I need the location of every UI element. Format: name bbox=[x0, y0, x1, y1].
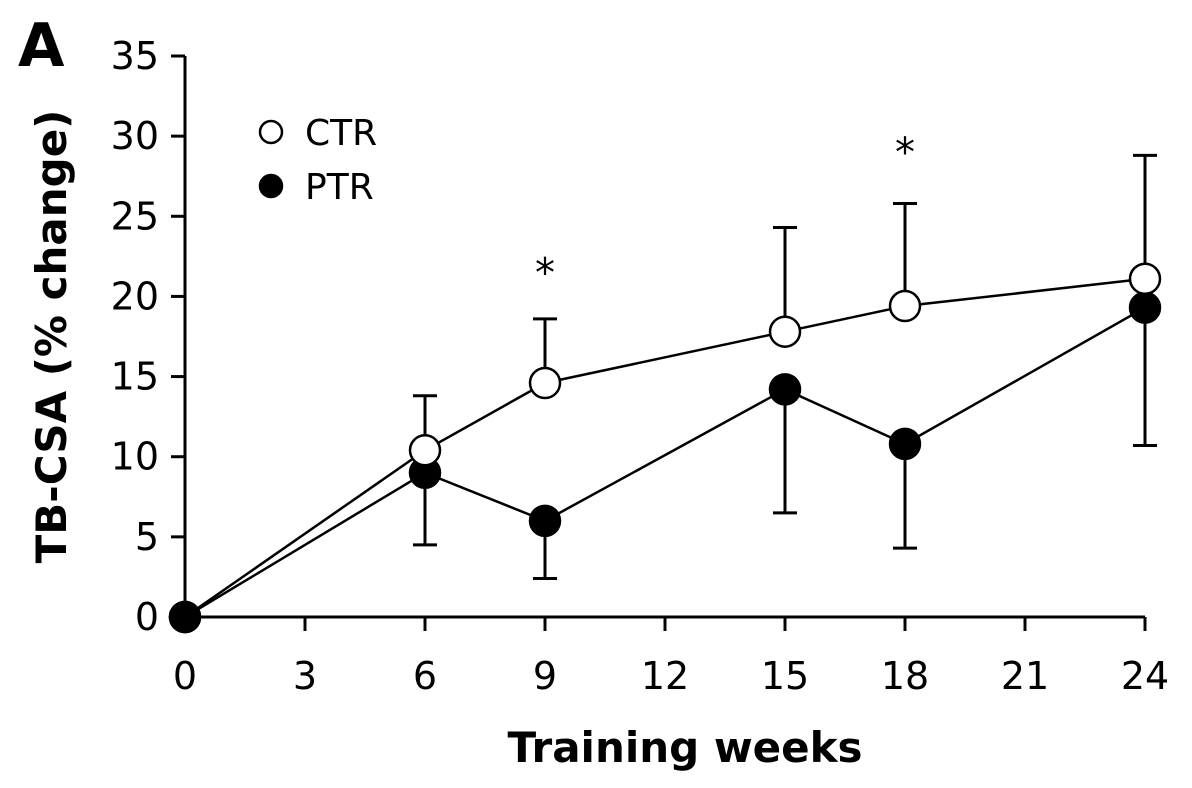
y-axis-ticks: 0 5 10 15 20 25 30 35 bbox=[111, 34, 185, 639]
significance-annotations: ** bbox=[535, 130, 915, 296]
legend-marker-ctr bbox=[258, 119, 284, 145]
data-point-ctr bbox=[408, 434, 442, 467]
x-tick-label: 21 bbox=[1001, 654, 1049, 698]
data-point-ptr bbox=[768, 373, 802, 406]
y-tick-label: 10 bbox=[111, 435, 159, 479]
error-bars bbox=[413, 153, 1157, 581]
data-point-ctr bbox=[768, 315, 802, 348]
x-tick-label: 3 bbox=[293, 654, 317, 698]
x-axis-title: Training weeks bbox=[507, 723, 862, 772]
data-point-ctr bbox=[888, 289, 922, 323]
legend-label-ctr: CTR bbox=[305, 113, 377, 154]
data-point-ctr bbox=[528, 366, 562, 400]
legend-marker-ptr bbox=[258, 173, 284, 199]
series-lines bbox=[184, 277, 1146, 619]
x-tick-label: 9 bbox=[533, 654, 557, 698]
data-point-ctr bbox=[1128, 262, 1162, 296]
y-tick-label: 0 bbox=[135, 595, 159, 639]
y-tick-label: 20 bbox=[111, 274, 159, 318]
y-tick-label: 25 bbox=[111, 194, 159, 238]
y-tick-label: 5 bbox=[135, 515, 159, 559]
series-markers bbox=[168, 262, 1162, 634]
data-point-ptr bbox=[888, 427, 922, 461]
significance-asterisk: * bbox=[535, 250, 555, 296]
x-tick-label: 18 bbox=[881, 654, 929, 698]
series-line-ptr bbox=[184, 306, 1146, 619]
data-point-ptr bbox=[528, 504, 562, 538]
y-axis-title: TB-CSA (% change) bbox=[27, 110, 76, 564]
x-tick-label: 6 bbox=[413, 654, 437, 698]
panel-label: A bbox=[18, 11, 65, 81]
x-tick-label: 15 bbox=[761, 654, 809, 698]
x-axis-ticks: 0 3 6 9 12 15 18 21 24 bbox=[173, 617, 1169, 698]
y-tick-label: 15 bbox=[111, 355, 159, 399]
significance-asterisk: * bbox=[895, 130, 915, 176]
x-tick-label: 12 bbox=[641, 654, 689, 698]
y-tick-label: 30 bbox=[111, 114, 159, 158]
x-tick-label: 0 bbox=[173, 654, 197, 698]
series-line-ctr bbox=[184, 277, 1146, 619]
y-tick-label: 35 bbox=[111, 34, 159, 78]
x-tick-label: 24 bbox=[1121, 654, 1169, 698]
data-point-ptr bbox=[168, 600, 202, 634]
legend: CTR PTR bbox=[258, 113, 377, 208]
legend-label-ptr: PTR bbox=[305, 167, 374, 208]
data-point-ptr bbox=[1128, 291, 1162, 324]
